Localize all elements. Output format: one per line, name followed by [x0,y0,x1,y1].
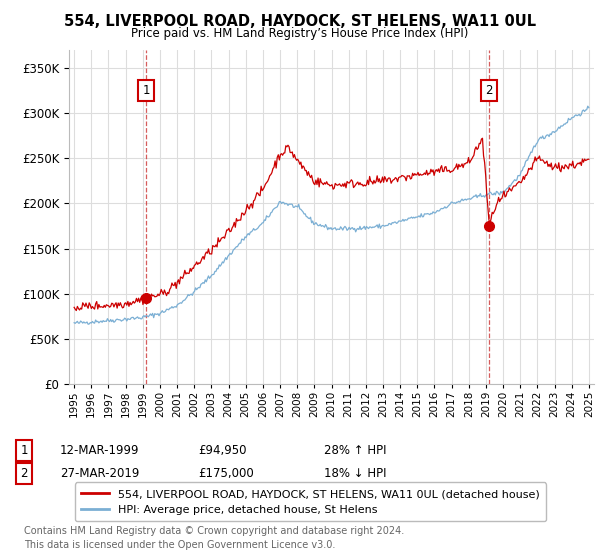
Text: 27-MAR-2019: 27-MAR-2019 [60,466,139,480]
Text: 2: 2 [485,84,493,97]
Text: £175,000: £175,000 [198,466,254,480]
Text: Contains HM Land Registry data © Crown copyright and database right 2024.
This d: Contains HM Land Registry data © Crown c… [24,526,404,550]
Text: 18% ↓ HPI: 18% ↓ HPI [324,466,386,480]
Text: 12-MAR-1999: 12-MAR-1999 [60,444,139,458]
Text: 28% ↑ HPI: 28% ↑ HPI [324,444,386,458]
Text: £94,950: £94,950 [198,444,247,458]
Text: 1: 1 [142,84,150,97]
Text: 1: 1 [20,444,28,458]
Text: 2: 2 [20,466,28,480]
Text: 554, LIVERPOOL ROAD, HAYDOCK, ST HELENS, WA11 0UL: 554, LIVERPOOL ROAD, HAYDOCK, ST HELENS,… [64,14,536,29]
Text: Price paid vs. HM Land Registry’s House Price Index (HPI): Price paid vs. HM Land Registry’s House … [131,27,469,40]
Legend: 554, LIVERPOOL ROAD, HAYDOCK, ST HELENS, WA11 0UL (detached house), HPI: Average: 554, LIVERPOOL ROAD, HAYDOCK, ST HELENS,… [74,483,547,521]
